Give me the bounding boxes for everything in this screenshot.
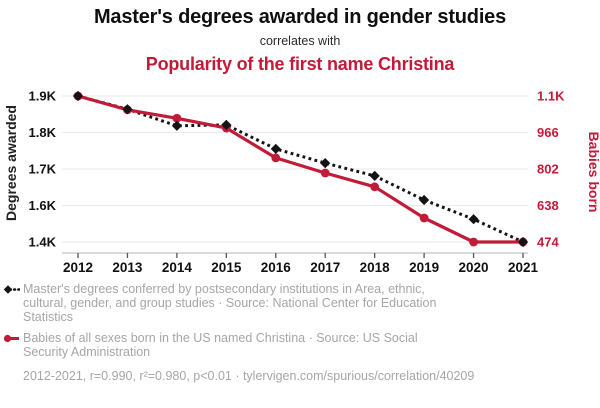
degrees-point-marker	[468, 214, 479, 225]
christina-series-line	[77, 94, 523, 244]
y-left-tick-label: 1.8K	[29, 125, 57, 140]
y-right-tick-label: 1.1K	[537, 89, 565, 104]
x-tick-label: 2021	[508, 260, 539, 275]
x-tick-label: 2016	[261, 260, 292, 275]
y-right-tick-label: 638	[537, 198, 559, 213]
y-right-tick-label: 802	[537, 162, 559, 177]
x-tick-label: 2019	[409, 260, 439, 275]
christina-point-marker	[271, 153, 281, 163]
red-circle-solid-icon	[3, 334, 19, 343]
x-tick-label: 2015	[211, 260, 242, 275]
degrees-point-marker	[171, 120, 182, 131]
x-tick-label: 2012	[63, 260, 93, 275]
degrees-point-marker	[270, 143, 281, 154]
degrees-point-marker	[419, 194, 430, 206]
legend: Master's degrees conferred by postsecond…	[3, 282, 597, 383]
christina-point-marker	[172, 113, 182, 123]
title-block: Master's degrees awarded in gender studi…	[0, 0, 600, 74]
secondary-title: Popularity of the first name Christina	[145, 54, 455, 74]
degrees-point-marker	[320, 158, 331, 169]
degrees-point-marker	[221, 119, 232, 130]
page-title: Master's degrees awarded in gender studi…	[93, 6, 507, 28]
y-left-tick-label: 1.7K	[29, 162, 57, 177]
title-connector: correlates with	[259, 34, 341, 48]
degrees-series-line	[77, 94, 524, 244]
black-diamond-dotted-icon	[3, 285, 20, 294]
christina-point-marker	[419, 213, 429, 223]
degrees-point-marker	[72, 90, 84, 102]
y-right-tick-label: 474	[537, 235, 559, 250]
x-tick-label: 2013	[112, 260, 143, 275]
y-left-tick-label: 1.9K	[29, 89, 57, 104]
x-tick-label: 2020	[459, 260, 489, 275]
degrees-point-marker	[369, 170, 380, 181]
stats-footer: 2012-2021, r=0.990, r²=0.980, p<0.01 · t…	[23, 369, 475, 383]
christina-point-marker	[320, 168, 330, 178]
christina-point-marker	[469, 237, 478, 247]
x-tick-label: 2014	[162, 260, 193, 275]
x-tick-label: 2017	[310, 260, 340, 275]
y-left-tick-label: 1.4K	[29, 235, 57, 250]
legend-label-degrees: Master's degrees conferred by postsecond…	[23, 282, 437, 324]
y-left-tick-label: 1.6K	[29, 198, 57, 213]
chart-canvas: 2012 2013 2014 2015 2016 2017 2018 2019 2020 2021…	[3, 89, 600, 276]
x-tick-label: 2018	[360, 260, 391, 275]
legend-item-degrees: Master's degrees conferred by postsecond…	[3, 282, 597, 324]
legend-item-christina: Babies of all sexes born in the US named…	[3, 331, 597, 359]
legend-label-christina: Babies of all sexes born in the US named…	[23, 331, 418, 359]
chart-area: 2012 2013 2014 2015 2016 2017 2018 2019 2020 2021…	[0, 80, 600, 280]
christina-point-marker	[370, 182, 380, 192]
y-right-tick-label: 966	[537, 125, 559, 140]
degrees-point-marker	[517, 236, 529, 248]
right-axis-title: Babies born	[586, 132, 600, 213]
degrees-point-marker	[122, 104, 133, 115]
left-axis-title: Degrees awarded	[3, 105, 19, 221]
